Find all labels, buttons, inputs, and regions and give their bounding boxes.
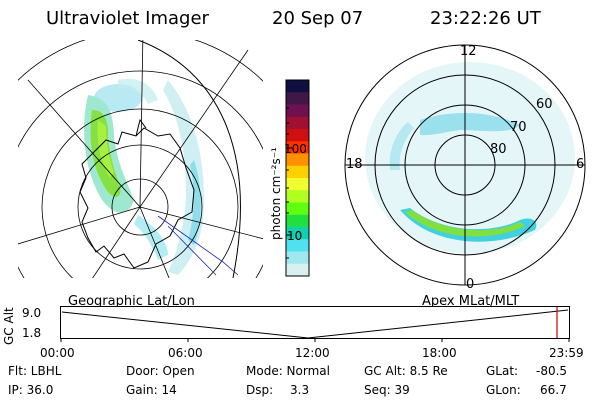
observation-time: 23:22:26 UT <box>430 8 541 29</box>
altitude-xticks <box>60 339 570 342</box>
colorbar-cell <box>286 80 309 93</box>
colorbar-cell <box>286 129 309 142</box>
geographic-grid <box>18 40 263 278</box>
colorbar <box>285 79 310 277</box>
colorbar-cell <box>286 239 309 252</box>
mlat-label-60: 60 <box>536 97 553 112</box>
colorbar-cell <box>286 214 309 228</box>
mlt-label-midnight: 0 <box>466 277 475 292</box>
magnetic-grid <box>344 44 586 286</box>
altitude-xtick-1200: 12:00 <box>295 346 330 360</box>
geographic-image <box>18 40 263 278</box>
colorbar-cell <box>286 92 309 105</box>
colorbar-tick-100: 100 <box>284 142 307 156</box>
observation-date: 20 Sep 07 <box>272 8 364 29</box>
geographic-aurora <box>84 78 204 275</box>
altitude-ytick-max: 9.0 <box>22 306 42 320</box>
mlt-label-dawn: 6 <box>576 157 585 172</box>
glat-value: -80.5 <box>536 364 568 378</box>
altitude-xtick-0600: 06:00 <box>168 346 203 360</box>
altitude-xtick-1800: 18:00 <box>422 346 457 360</box>
colorbar-cell <box>286 116 309 130</box>
mode-readout: Mode: Normal <box>246 364 330 378</box>
colorbar-cell <box>286 251 309 265</box>
magnetic-aurora <box>365 62 575 254</box>
altitude-xtick-0000: 00:00 <box>40 346 75 360</box>
door-readout: Door: Open <box>126 364 195 378</box>
altitude-xtick-2359: 23:59 <box>549 346 584 360</box>
gc-alt-readout: GC Alt: 8.5 Re <box>364 364 448 378</box>
ip-readout: IP: 36.0 <box>8 383 54 397</box>
colorbar-cell <box>286 104 309 118</box>
dsp-label: Dsp: <box>246 383 274 397</box>
mlt-label-dusk: 18 <box>346 157 363 172</box>
colorbar-cell <box>286 141 309 154</box>
colorbar-cell <box>286 178 309 191</box>
seq-readout: Seq: 39 <box>364 383 410 397</box>
mlat-label-80: 80 <box>490 142 507 157</box>
magnetic-polar-image <box>344 44 586 286</box>
colorbar-unit-label: photon cm⁻²s⁻¹ <box>269 147 283 240</box>
magnetic-caption: Apex MLat/MLT <box>422 294 520 309</box>
altitude-ylabel: GC Alt <box>2 307 16 345</box>
glon-label: GLon: <box>486 383 521 397</box>
colorbar-tick-10: 10 <box>287 229 303 243</box>
colorbar-cell <box>286 153 309 167</box>
altitude-ytick-min: 1.8 <box>22 326 42 340</box>
instrument-title: Ultraviolet Imager <box>46 8 209 29</box>
filter-readout: Flt: LBHL <box>8 364 62 378</box>
glon-value: 66.7 <box>540 383 567 397</box>
gain-readout: Gain: 14 <box>126 383 177 397</box>
colorbar-gradient <box>286 80 309 277</box>
colorbar-ticks <box>286 107 292 259</box>
colorbar-cell <box>286 190 309 203</box>
mlt-label-noon: 12 <box>460 44 477 59</box>
colorbar-cell <box>286 227 309 240</box>
colorbar-cell <box>286 263 309 277</box>
mlat-label-70: 70 <box>510 120 527 135</box>
glat-label: GLat: <box>486 364 519 378</box>
altitude-plot <box>60 306 570 342</box>
altitude-curve <box>61 309 569 339</box>
colorbar-cell <box>286 202 309 216</box>
geographic-caption: Geographic Lat/Lon <box>68 294 195 309</box>
colorbar-cell <box>286 165 309 179</box>
terminator-lines <box>157 215 239 276</box>
dsp-value: 3.3 <box>290 383 310 397</box>
